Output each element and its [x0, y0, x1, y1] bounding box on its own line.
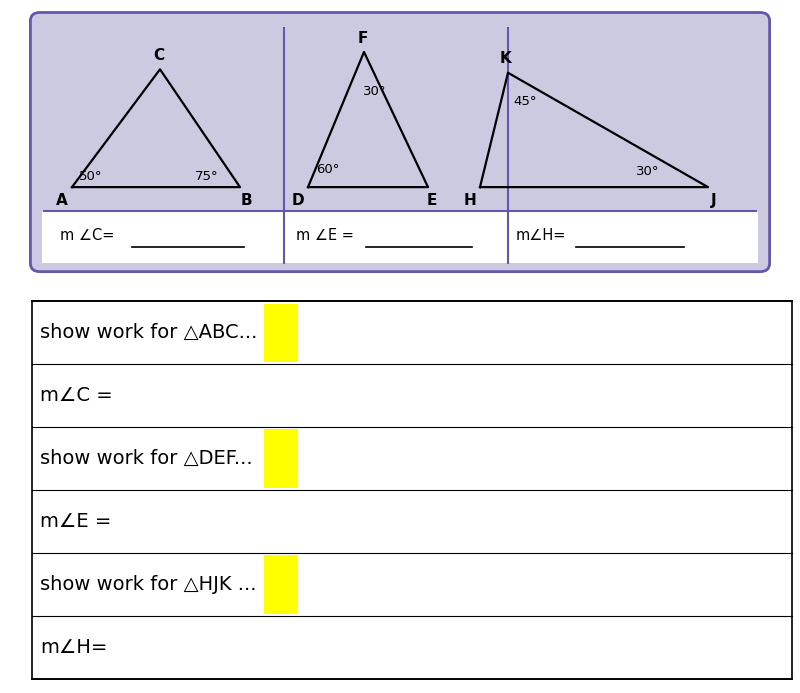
Text: K: K [500, 51, 511, 67]
Text: show work for △ABC...: show work for △ABC... [40, 324, 258, 342]
Text: m ∠C=: m ∠C= [60, 228, 114, 243]
Text: D: D [291, 193, 304, 209]
Text: 45°: 45° [513, 96, 537, 108]
Bar [42, 211, 758, 263]
Text: C: C [153, 48, 164, 63]
Text: m∠C =: m∠C = [40, 387, 113, 405]
Text: show work for △HJK ...: show work for △HJK ... [40, 575, 257, 594]
Text: A: A [56, 193, 67, 209]
Text: F: F [358, 30, 367, 46]
Bar [264, 430, 298, 488]
Text: 50°: 50° [78, 170, 102, 183]
Text: E: E [427, 193, 437, 209]
Text: 30°: 30° [636, 166, 660, 178]
Bar [32, 301, 792, 679]
Bar [264, 555, 298, 614]
Text: m ∠E =: m ∠E = [296, 228, 354, 243]
Text: show work for △DEF...: show work for △DEF... [40, 449, 253, 468]
Text: m∠E =: m∠E = [40, 512, 111, 532]
FancyBboxPatch shape [30, 12, 770, 272]
Text: 30°: 30° [362, 85, 386, 98]
Text: H: H [464, 193, 477, 209]
Text: 60°: 60° [316, 164, 340, 176]
Bar [264, 304, 298, 362]
Text: m∠H=: m∠H= [516, 228, 566, 243]
Text: B: B [241, 193, 252, 209]
Text: J: J [710, 193, 717, 209]
Text: m∠H=: m∠H= [40, 638, 107, 657]
Text: 75°: 75° [194, 170, 218, 183]
